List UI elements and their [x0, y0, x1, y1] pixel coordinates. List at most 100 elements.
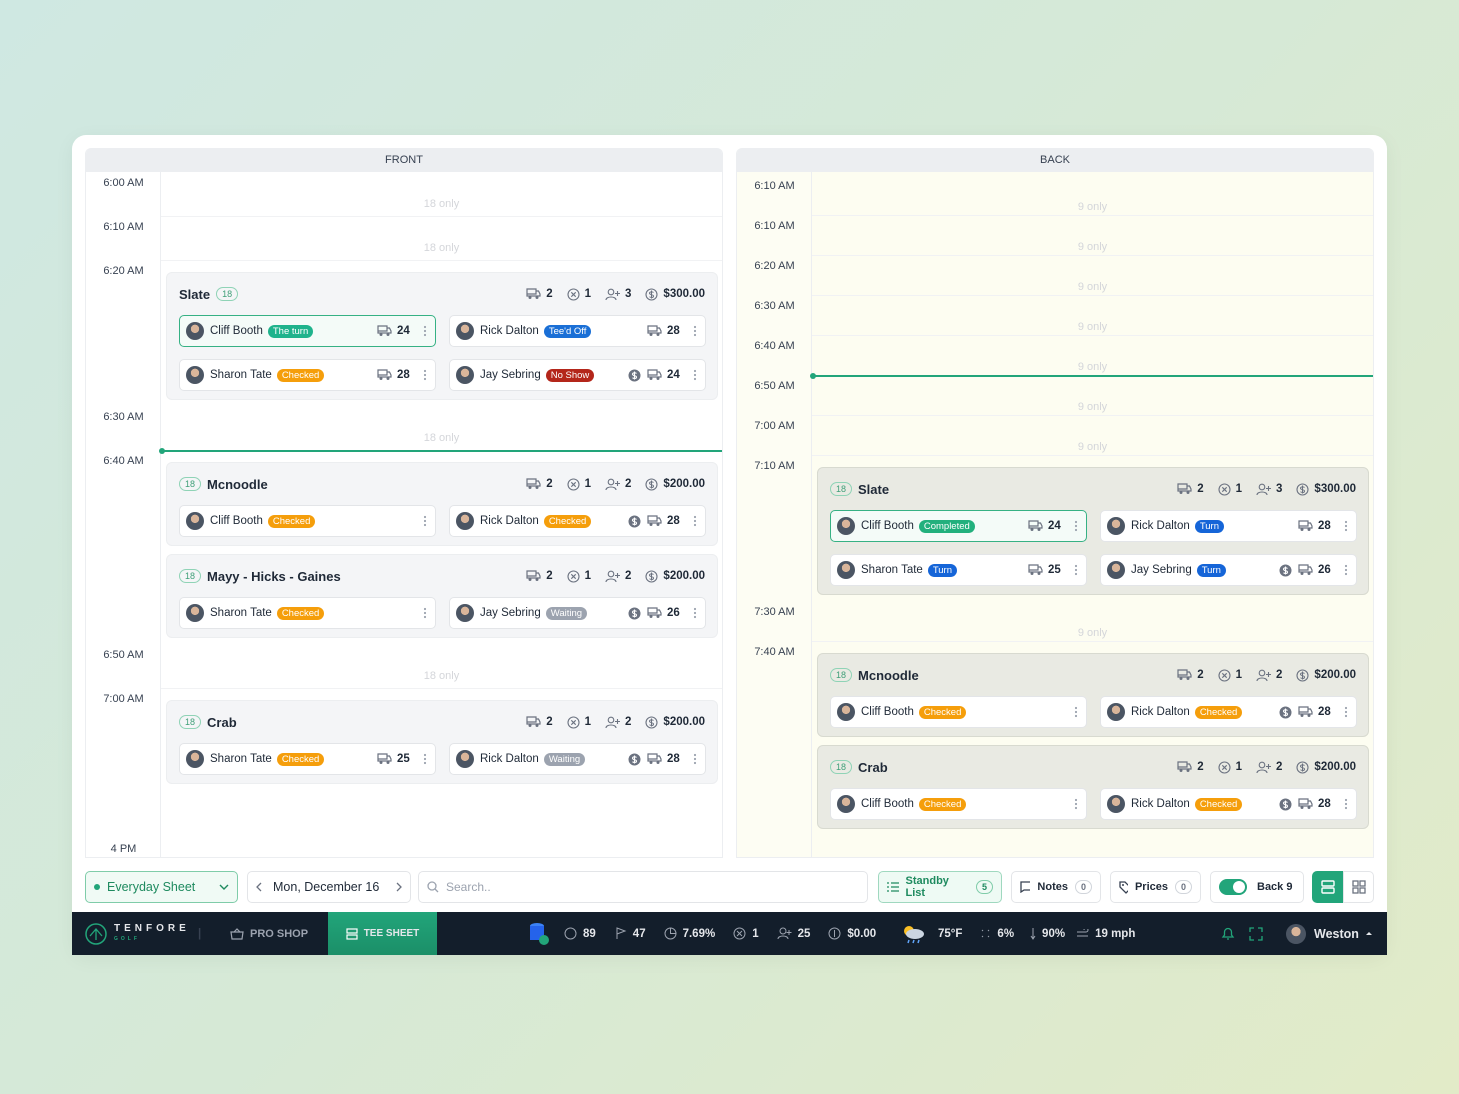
player-card[interactable]: Sharon Tate Checked 25	[179, 743, 436, 775]
more-button[interactable]	[693, 607, 699, 619]
avatar	[186, 512, 204, 530]
tee-group: 18 Mcnoodle 2 1 2 $200.00 Cliff Booth Checked Ri…	[817, 653, 1369, 737]
stat-value: 2	[546, 288, 553, 300]
cart-number: 24	[1028, 520, 1064, 532]
more-button[interactable]	[423, 369, 429, 381]
more-button[interactable]	[423, 325, 429, 337]
player-card[interactable]: Sharon Tate Turn 25	[830, 554, 1087, 586]
player-card[interactable]: Cliff Booth Checked	[830, 788, 1087, 820]
db-icon	[530, 922, 549, 945]
holes-badge: 18	[830, 482, 853, 496]
cart-icon	[647, 325, 662, 337]
player-card[interactable]: Rick Dalton Checked 28	[1100, 696, 1357, 728]
back9-toggle[interactable]: Back 9	[1210, 871, 1304, 903]
sheet-select[interactable]: Everyday Sheet	[85, 871, 238, 903]
toggle-switch[interactable]	[1219, 879, 1247, 895]
prev-day[interactable]	[256, 882, 262, 892]
group-header: 18 Slate 2 1 3 $300.00	[830, 480, 1356, 498]
time-label: 6:30 AM	[103, 411, 144, 423]
player-card[interactable]: Rick Dalton Tee'd Off 28	[449, 315, 706, 347]
status-pill: Checked	[276, 368, 325, 382]
more-button[interactable]	[1344, 798, 1350, 810]
player-card[interactable]: Rick Dalton Checked 28	[449, 505, 706, 537]
cart-icon	[377, 369, 392, 381]
player-card[interactable]: Cliff Booth Completed 24	[830, 510, 1087, 542]
slot-divider	[161, 216, 722, 217]
status-pill: Checked	[1194, 705, 1243, 719]
more-button[interactable]	[1344, 520, 1350, 532]
players-icon	[605, 716, 621, 729]
next-day[interactable]	[396, 882, 402, 892]
cart-value: 28	[1318, 520, 1331, 532]
tee-group: 18 Mayy - Hicks - Gaines 2 1 2 $200.00 Sharon …	[166, 554, 718, 638]
date-picker[interactable]: Mon, December 16	[247, 871, 411, 903]
more-button[interactable]	[1074, 520, 1080, 532]
add-player-icon	[777, 927, 792, 940]
player-name: Rick Dalton	[480, 753, 539, 765]
group-name: Mayy - Hicks - Gaines	[207, 568, 341, 584]
group-stat: 1	[1218, 760, 1242, 774]
status-pill: Turn	[1194, 519, 1224, 533]
more-button[interactable]	[423, 607, 429, 619]
user-menu[interactable]: Weston	[1286, 912, 1373, 955]
more-button[interactable]	[1344, 706, 1350, 718]
logo	[85, 922, 107, 945]
player-card[interactable]: Jay Sebring No Show 24	[449, 359, 706, 391]
precipitation: 6%	[997, 927, 1015, 940]
player-card[interactable]: Cliff Booth Checked	[830, 696, 1087, 728]
more-button[interactable]	[1344, 564, 1350, 576]
slot-note: 18 only	[423, 198, 460, 210]
player-card[interactable]: Rick Dalton Waiting 28	[449, 743, 706, 775]
more-button[interactable]	[693, 325, 699, 337]
slot-note: 9 only	[1077, 321, 1108, 333]
cart-number: 28	[1298, 706, 1334, 718]
player-name: Cliff Booth	[861, 706, 914, 718]
fullscreen-button[interactable]	[1249, 912, 1263, 955]
nav-pro-shop[interactable]: PRO SHOP	[230, 912, 308, 955]
more-button[interactable]	[693, 515, 699, 527]
player-card[interactable]: Sharon Tate Checked 28	[179, 359, 436, 391]
search-box[interactable]: Search..	[418, 871, 868, 903]
notes-button[interactable]: Notes 0	[1011, 871, 1101, 903]
prices-button[interactable]: Prices 0	[1110, 871, 1201, 903]
price-icon	[1296, 668, 1309, 682]
slot-note: 9 only	[1077, 241, 1108, 253]
standby-button[interactable]: Standby List 5	[878, 871, 1002, 903]
more-button[interactable]	[423, 515, 429, 527]
player-name: Cliff Booth	[861, 520, 914, 532]
group-stat: 2	[1177, 761, 1204, 773]
player-card[interactable]: Sharon Tate Checked	[179, 597, 436, 629]
grid-view-button[interactable]	[1343, 871, 1374, 903]
prices-count: 0	[1174, 880, 1192, 894]
carts-icon	[526, 716, 541, 728]
player-card[interactable]: Jay Sebring Waiting 26	[449, 597, 706, 629]
player-card[interactable]: Jay Sebring Turn 26	[1100, 554, 1357, 586]
more-button[interactable]	[693, 753, 699, 765]
slot-note: 9 only	[1077, 201, 1108, 213]
player-card[interactable]: Rick Dalton Turn 28	[1100, 510, 1357, 542]
more-button[interactable]	[1074, 798, 1080, 810]
status-pill: Turn	[927, 563, 957, 577]
group-stat: 1	[567, 715, 591, 729]
time-label: 6:10 AM	[103, 221, 144, 233]
player-card[interactable]: Cliff Booth Checked	[179, 505, 436, 537]
status-pill: Completed	[918, 519, 975, 533]
more-button[interactable]	[693, 369, 699, 381]
cart-number: 28	[1298, 798, 1334, 810]
more-button[interactable]	[423, 753, 429, 765]
more-button[interactable]	[1074, 564, 1080, 576]
time-label: 6:50 AM	[754, 380, 795, 392]
brand-name: TENFORE	[114, 922, 190, 934]
cart-number: 25	[1028, 564, 1064, 576]
nav-tee-sheet[interactable]: TEE SHEET	[328, 912, 437, 955]
temperature: 75°F	[938, 927, 963, 940]
player-card[interactable]: Rick Dalton Checked 28	[1100, 788, 1357, 820]
player-card[interactable]: Cliff Booth The turn 24	[179, 315, 436, 347]
more-button[interactable]	[1074, 706, 1080, 718]
slots: 18 only 18 only Slate 18 2 1 3 $300.00 Cliff Boo…	[159, 172, 722, 857]
status-pill: Waiting	[543, 752, 586, 766]
list-view-button[interactable]	[1312, 871, 1344, 903]
bell-button[interactable]	[1221, 912, 1235, 955]
group-header: 18 Mayy - Hicks - Gaines 2 1 2 $200.00	[179, 567, 705, 585]
avatar	[186, 750, 204, 768]
